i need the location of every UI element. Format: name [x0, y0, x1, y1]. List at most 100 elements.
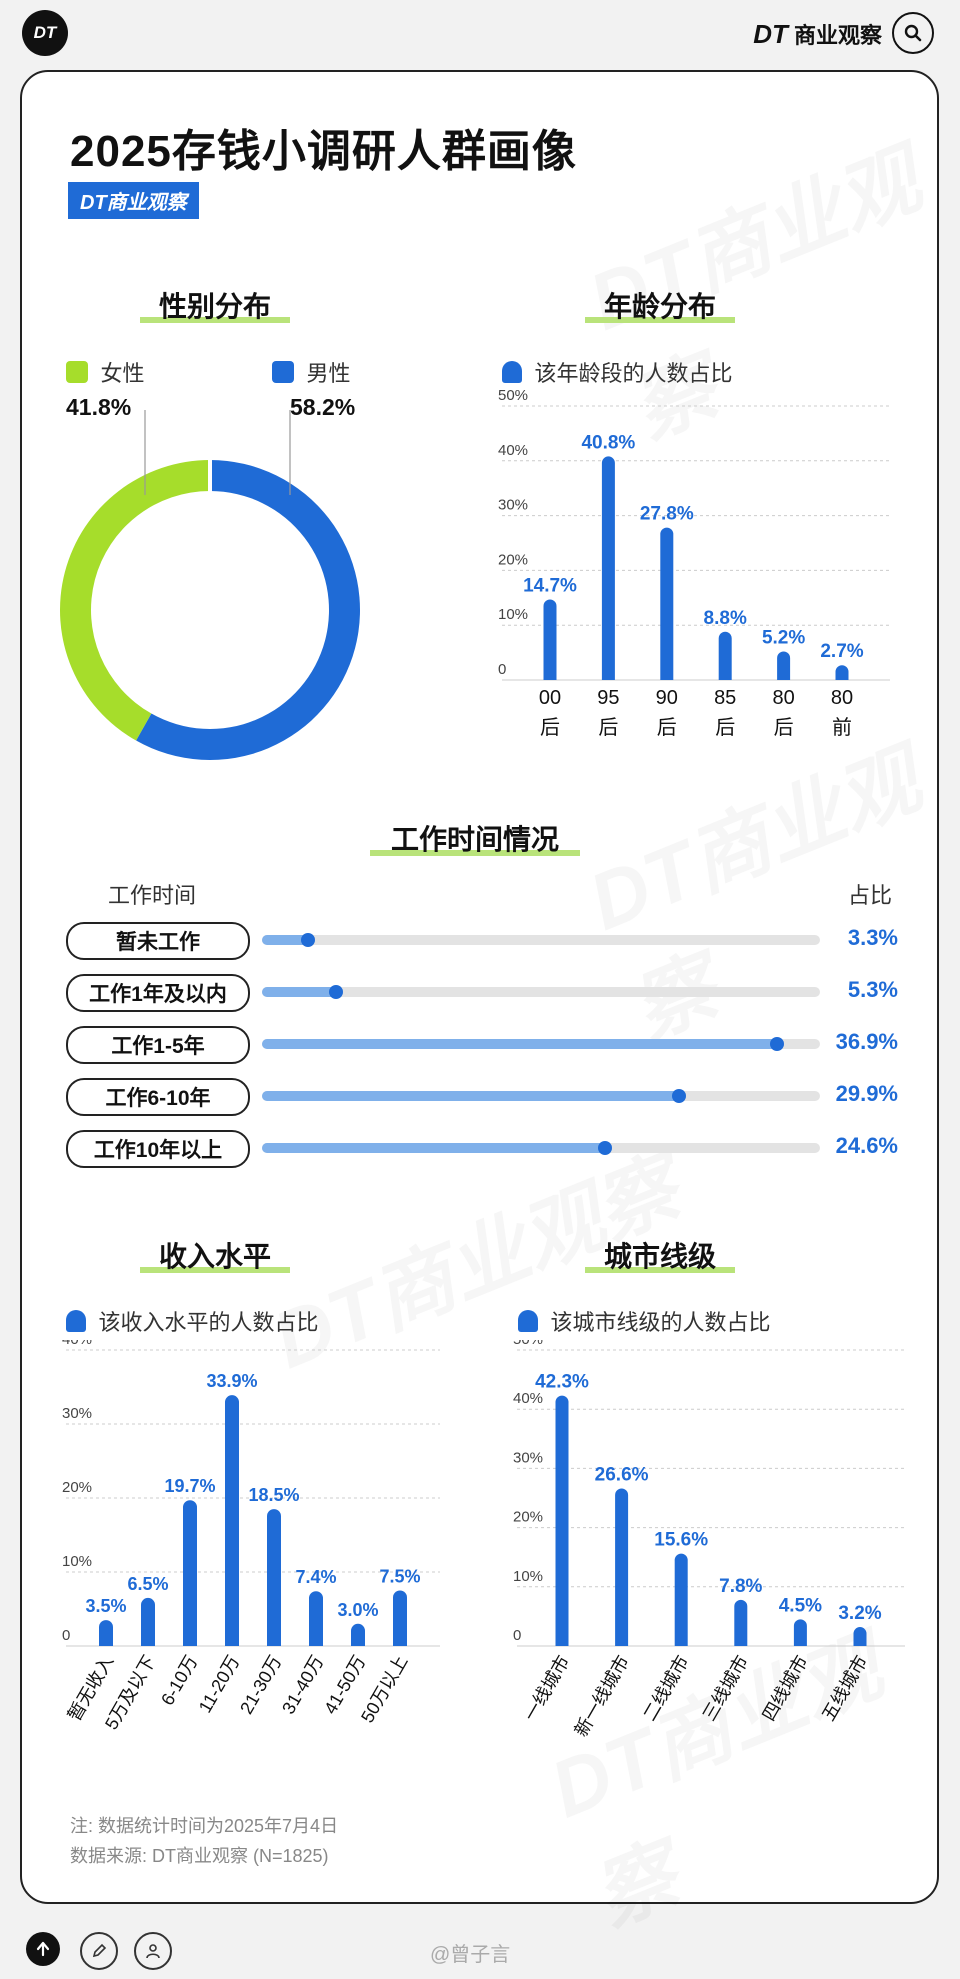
- search-button[interactable]: [892, 12, 934, 54]
- x-tick-label: 二线城市: [639, 1652, 692, 1724]
- age-legend-marker: [502, 361, 522, 383]
- bar-value-label: 19.7%: [164, 1476, 215, 1496]
- work-row-marker: [769, 1037, 784, 1051]
- work-row-value: 24.6%: [835, 1133, 898, 1158]
- bar-value-label: 26.6%: [595, 1465, 649, 1486]
- x-tick-label: 新一线城市: [571, 1652, 633, 1740]
- x-tick-label: 95: [597, 687, 619, 709]
- brand-title: DT 商业观察: [753, 18, 882, 50]
- legend-male: 男性: [272, 356, 350, 388]
- work-row-fill: [262, 935, 309, 945]
- work-section-title: 工作时间情况: [380, 818, 570, 856]
- work-row-track: [262, 935, 820, 945]
- donut-slice-male: [136, 460, 360, 760]
- app-logo[interactable]: DT: [22, 10, 68, 56]
- brand-name: 商业观察: [793, 23, 882, 48]
- bar-value-label: 14.7%: [523, 575, 577, 596]
- work-row-marker: [328, 985, 343, 999]
- y-tick-label: 30%: [513, 1449, 543, 1466]
- x-tick-label: 后: [657, 716, 677, 739]
- donut-slice-female: [60, 460, 210, 741]
- edit-button[interactable]: [80, 1932, 118, 1970]
- income-legend-marker: [66, 1310, 86, 1332]
- work-row-fill: [262, 987, 336, 997]
- y-tick-label: 30%: [62, 1405, 92, 1422]
- legend-female-label: 女性: [100, 361, 145, 386]
- y-tick-label: 20%: [62, 1479, 92, 1496]
- page-title: 2025存钱小调研人群画像: [70, 127, 577, 176]
- y-tick-label: 10%: [513, 1568, 543, 1585]
- bar: [141, 1597, 155, 1646]
- work-row-value: 5.3%: [847, 977, 898, 1002]
- bar: [674, 1553, 688, 1646]
- x-tick-label: 80: [772, 687, 794, 709]
- x-tick-label: 前: [832, 716, 852, 739]
- x-tick-label: 后: [540, 716, 560, 739]
- x-tick-label: 90: [656, 687, 678, 709]
- bar: [543, 599, 557, 680]
- scroll-top-button[interactable]: [26, 1932, 60, 1966]
- bar: [183, 1500, 197, 1646]
- bar-value-label: 2.7%: [820, 641, 863, 662]
- bar: [777, 651, 791, 680]
- bar-value-label: 3.2%: [838, 1603, 881, 1624]
- bar: [309, 1591, 323, 1646]
- gender-donut-chart: [60, 410, 360, 760]
- bar-value-label: 42.3%: [535, 1372, 589, 1393]
- bar-value-label: 27.8%: [640, 504, 694, 525]
- bar: [267, 1509, 281, 1646]
- city-section-title: 城市线级: [595, 1235, 725, 1273]
- note-date: 注: 数据统计时间为2025年7月4日: [70, 1816, 339, 1836]
- bar: [835, 665, 849, 680]
- work-col-right: 占比: [848, 883, 893, 908]
- bar: [555, 1395, 569, 1646]
- y-tick-label: 0: [513, 1627, 521, 1644]
- bar: [99, 1620, 113, 1646]
- work-row-fill: [262, 1143, 606, 1153]
- bar: [660, 527, 674, 680]
- weibo-username: @曾子言: [430, 1944, 511, 1966]
- bar-value-label: 4.5%: [779, 1595, 822, 1616]
- work-row-value: 3.3%: [847, 925, 898, 950]
- x-tick-label: 四线城市: [759, 1652, 812, 1724]
- work-row-label: 工作1年及以内: [66, 974, 250, 1012]
- gender-section-title: 性别分布: [150, 285, 280, 323]
- bar-value-label: 18.5%: [248, 1485, 299, 1505]
- bar-value-label: 6.5%: [127, 1574, 168, 1594]
- legend-male-label: 男性: [306, 361, 351, 386]
- work-row-fill: [262, 1039, 777, 1049]
- work-row-marker: [672, 1089, 687, 1103]
- male-pct: 58.2%: [290, 394, 356, 420]
- legend-female: 女性: [66, 356, 144, 388]
- y-tick-label: 40%: [498, 442, 528, 459]
- bar: [734, 1599, 748, 1646]
- bar-value-label: 7.8%: [719, 1576, 762, 1597]
- bar-value-label: 3.5%: [85, 1596, 126, 1616]
- y-tick-label: 10%: [498, 606, 528, 623]
- y-tick-label: 40%: [62, 1340, 92, 1348]
- y-tick-label: 0: [62, 1627, 70, 1644]
- bar-value-label: 40.8%: [581, 432, 635, 453]
- profile-button[interactable]: [134, 1932, 172, 1970]
- age-section-title: 年龄分布: [595, 285, 725, 323]
- city-legend: 该城市线级的人数占比: [518, 1305, 770, 1337]
- x-tick-label: 85: [714, 687, 736, 709]
- legend-female-swatch: [66, 361, 88, 383]
- work-row-marker: [598, 1141, 613, 1155]
- work-row-label: 工作6-10年: [66, 1078, 250, 1116]
- age-legend-label: 该年龄段的人数占比: [534, 361, 733, 386]
- y-tick-label: 20%: [513, 1509, 543, 1526]
- bar-value-label: 7.5%: [379, 1567, 420, 1587]
- note-source: 数据来源: DT商业观察 (N=1825): [70, 1846, 329, 1866]
- work-col-left: 工作时间: [108, 883, 197, 908]
- work-row-value: 36.9%: [835, 1029, 898, 1054]
- x-tick-label: 五线城市: [818, 1652, 871, 1724]
- x-tick-label: 后: [715, 716, 735, 739]
- bar: [601, 456, 615, 680]
- city-bar-chart: 0 10% 20% 30% 40% 50% 42.3% 一线城市 26.6% 新一线城市 15.6%…: [513, 1340, 905, 1740]
- x-tick-label: 后: [598, 716, 618, 739]
- bar-value-label: 15.6%: [654, 1530, 708, 1551]
- y-tick-label: 20%: [498, 551, 528, 568]
- bar-value-label: 3.0%: [337, 1600, 378, 1620]
- work-row-label: 暂未工作: [66, 922, 250, 960]
